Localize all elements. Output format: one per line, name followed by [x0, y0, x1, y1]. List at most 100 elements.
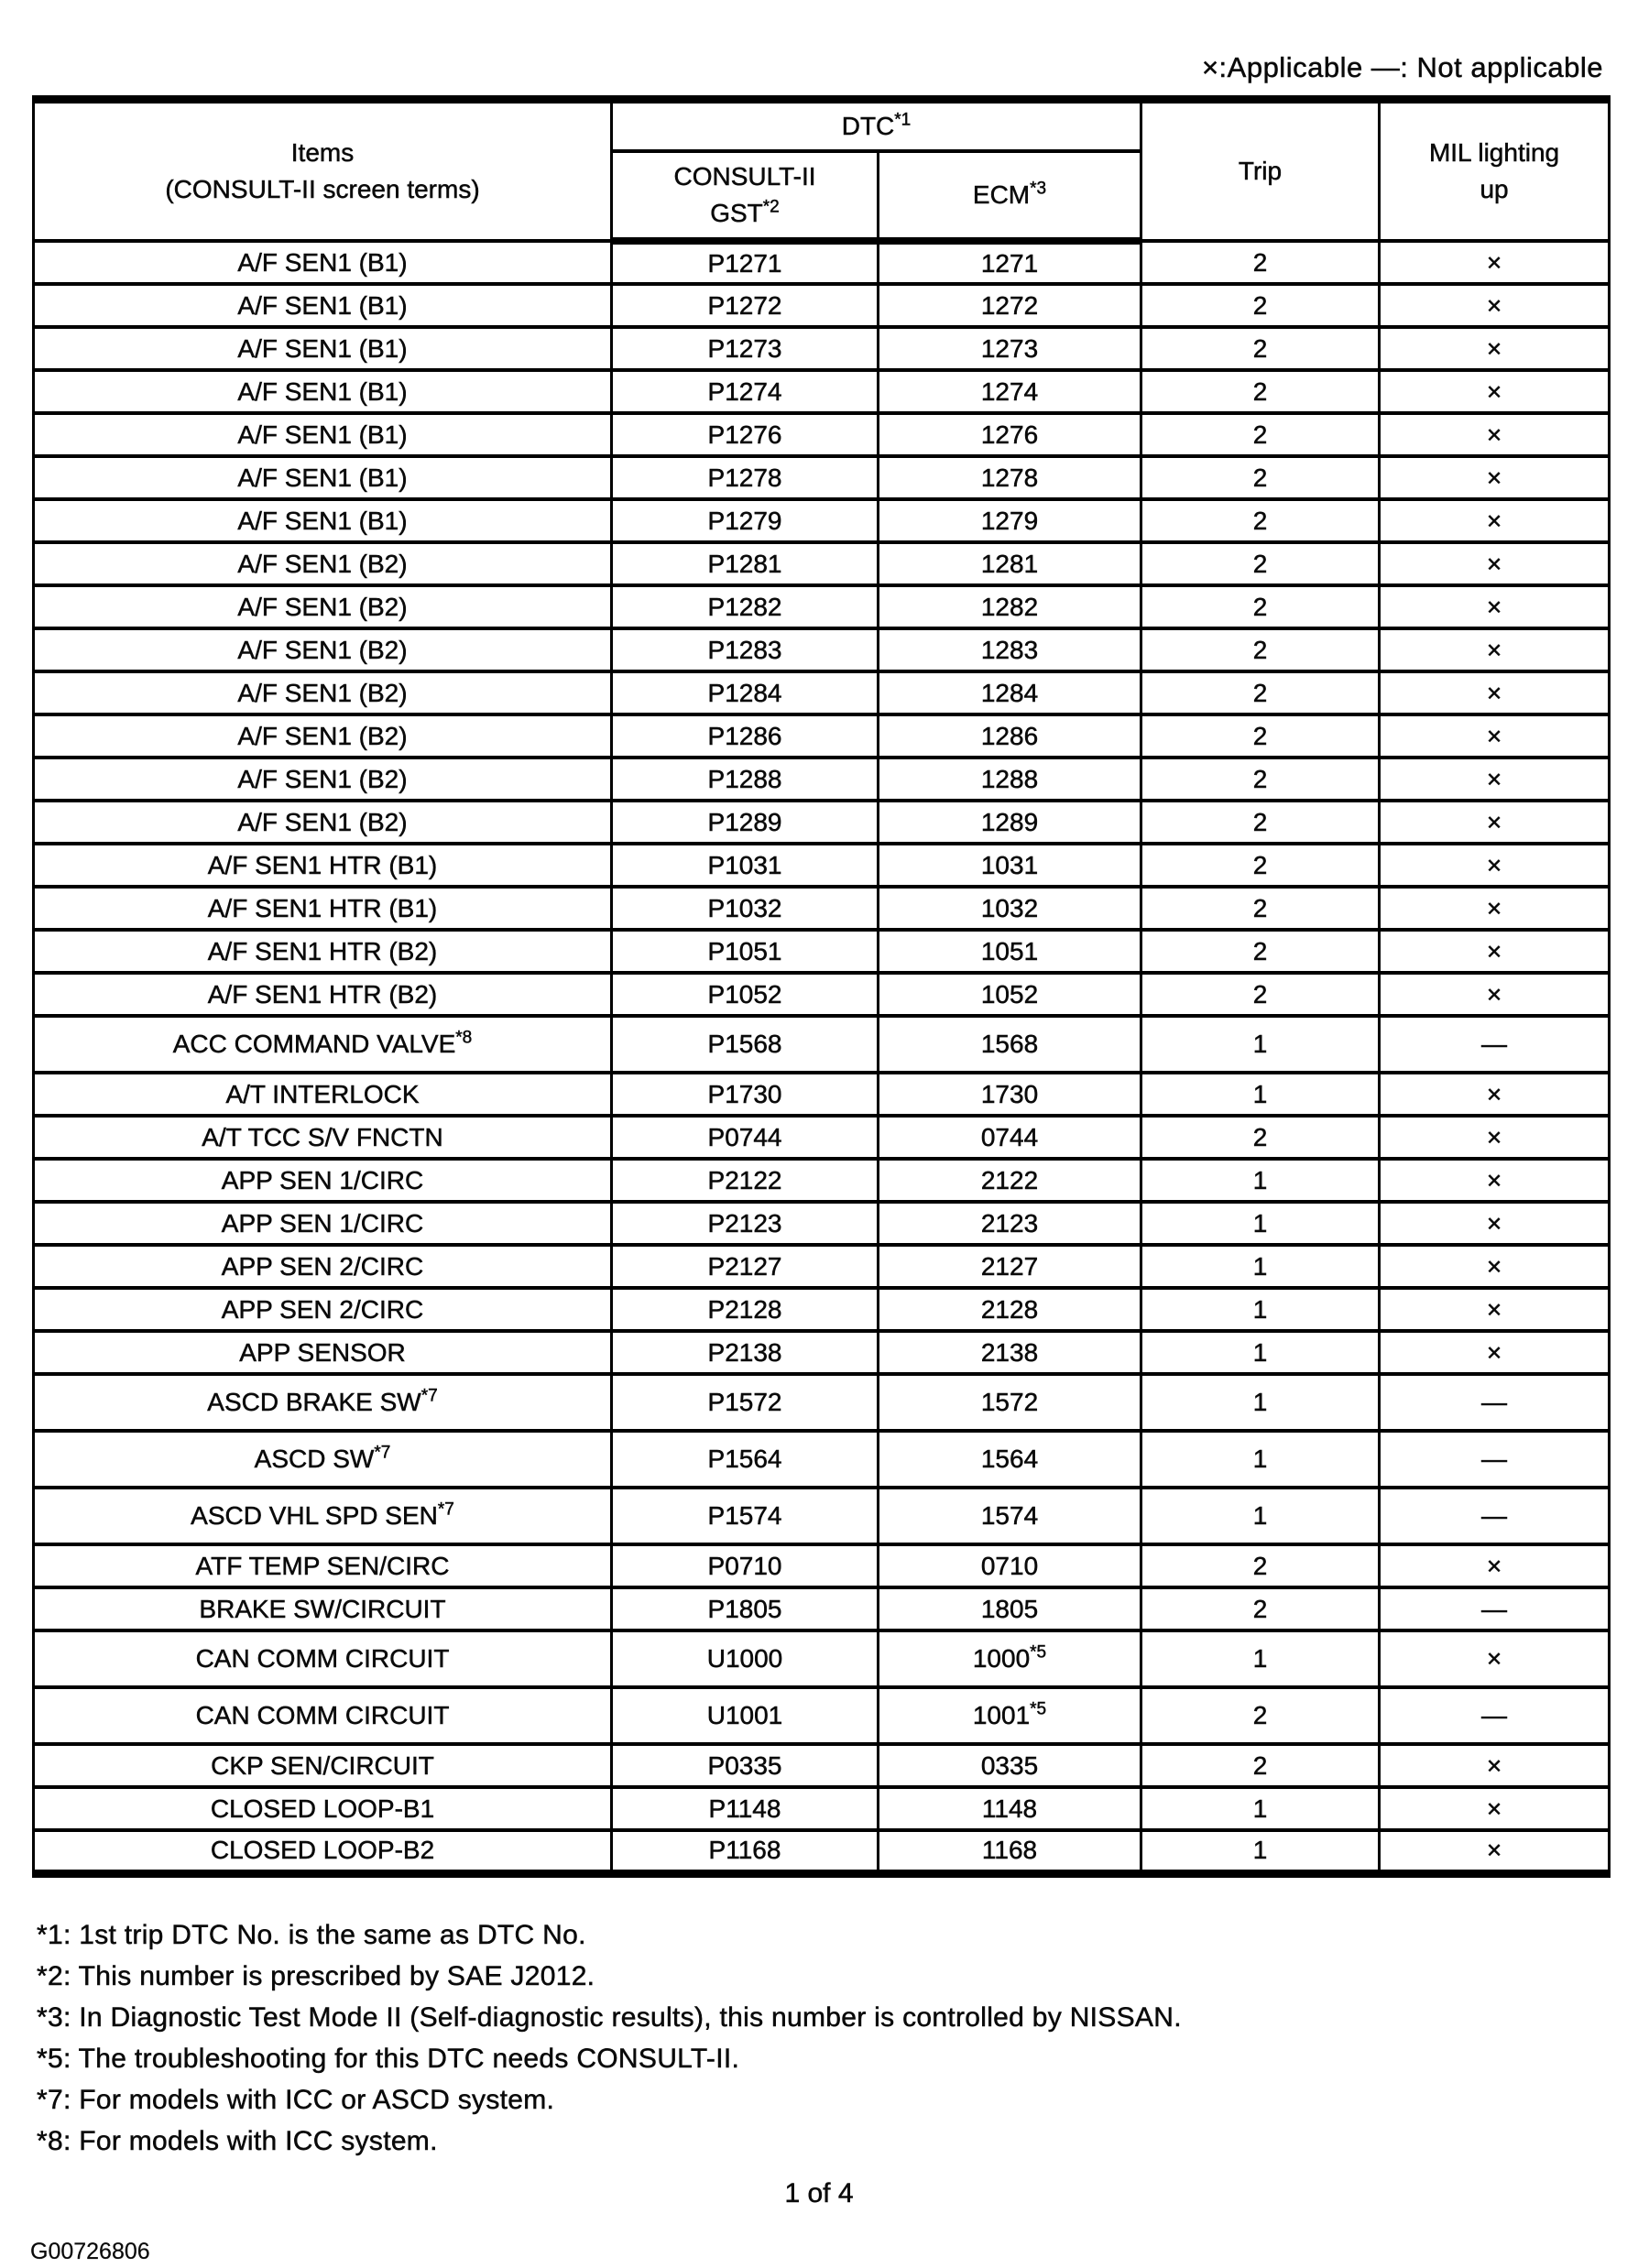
trip-count-cell-label: 1: [1252, 1165, 1268, 1194]
mil-lighting-cell: ×: [1378, 928, 1611, 975]
mil-lighting-cell-label: ×: [1486, 506, 1502, 535]
trip-count-cell: 1: [1140, 1286, 1381, 1333]
trip-count-cell-label: 2: [1252, 247, 1268, 277]
mil-lighting-cell: ×: [1378, 670, 1611, 716]
table-row: A/F SEN1 (B2) P1286 1286 2 ×: [32, 713, 1611, 759]
consult-gst-code-cell: P2138: [610, 1329, 879, 1376]
ecm-code-cell-label: 1283: [980, 635, 1039, 664]
consult-gst-code-cell: U1001: [610, 1685, 879, 1746]
ecm-code-cell: 1574: [876, 1486, 1143, 1546]
item-cell-label: APP SEN 2/CIRC: [221, 1294, 424, 1324]
ecm-code-cell: 1286: [876, 713, 1143, 759]
ecm-code-cell: 1168: [876, 1828, 1143, 1878]
consult-gst-code-cell: P1273: [610, 325, 879, 372]
mil-lighting-cell: ×: [1378, 583, 1611, 630]
footnote-marker: *7: [437, 1499, 455, 1520]
ecm-code-cell: 1281: [876, 540, 1143, 587]
table-row: ASCD SW*7 P1564 1564 1 —: [32, 1429, 1611, 1489]
mil-lighting-cell: ×: [1378, 1329, 1611, 1376]
consult-gst-code-cell-label: P2123: [707, 1208, 782, 1238]
trip-count-cell-label: 2: [1252, 420, 1268, 449]
trip-count-cell: 2: [1140, 799, 1381, 845]
mil-lighting-cell-label: ×: [1486, 1079, 1502, 1108]
consult-gst-code-cell: P1272: [610, 282, 879, 329]
item-cell: A/F SEN1 (B1): [32, 325, 613, 372]
trip-count-cell: 2: [1140, 1114, 1381, 1161]
item-cell-label: A/F SEN1 (B1): [237, 247, 408, 277]
table-row: A/F SEN1 (B1) P1273 1273 2 ×: [32, 325, 1611, 372]
trip-count-cell-label: 1: [1252, 1337, 1268, 1367]
consult-gst-code-cell-label: P0710: [707, 1551, 782, 1580]
item-cell: A/F SEN1 HTR (B2): [32, 971, 613, 1018]
trip-count-cell-label: 2: [1252, 592, 1268, 621]
trip-count-cell: 2: [1140, 540, 1381, 587]
trip-count-cell-label: 2: [1252, 850, 1268, 879]
mil-lighting-cell: ×: [1378, 1785, 1611, 1832]
mil-lighting-cell: ×: [1378, 540, 1611, 587]
ecm-code-cell: 1289: [876, 799, 1143, 845]
item-cell-label: BRAKE SW/CIRCUIT: [199, 1594, 446, 1623]
col-header-mil: MIL lighting up: [1378, 95, 1611, 243]
item-cell: A/F SEN1 (B2): [32, 583, 613, 630]
trip-count-cell: 1: [1140, 1372, 1381, 1433]
ecm-code-cell: 1000*5: [876, 1629, 1143, 1689]
table-row: APP SEN 1/CIRC P2122 2122 1 ×: [32, 1157, 1611, 1204]
item-cell: A/F SEN1 (B1): [32, 411, 613, 458]
ecm-code-cell-label: 1281: [980, 549, 1039, 578]
ecm-code-cell-label: 0710: [980, 1551, 1039, 1580]
trip-count-cell-label: 1: [1252, 1388, 1268, 1417]
trip-count-cell-label: 2: [1252, 721, 1268, 750]
trip-count-cell: 2: [1140, 325, 1381, 372]
ecm-code-cell-label: 1805: [980, 1594, 1039, 1623]
trip-count-cell-label: 1: [1252, 1836, 1268, 1865]
item-cell: CLOSED LOOP-B1: [32, 1785, 613, 1832]
item-cell: ASCD VHL SPD SEN*7: [32, 1486, 613, 1546]
consult-gst-code-cell-label: P1572: [707, 1388, 782, 1417]
consult-gst-code-cell-label: P1283: [707, 635, 782, 664]
consult-gst-code-cell-label: P1271: [707, 248, 782, 278]
trip-count-cell-label: 1: [1252, 1294, 1268, 1324]
item-cell: APP SEN 2/CIRC: [32, 1243, 613, 1290]
consult-gst-code-cell-label: P1568: [707, 1030, 782, 1059]
col-header-trip: Trip: [1140, 95, 1381, 243]
mil-lighting-cell: ×: [1378, 713, 1611, 759]
item-cell: APP SENSOR: [32, 1329, 613, 1376]
item-cell-label: CLOSED LOOP-B2: [210, 1836, 435, 1865]
trip-count-cell-label: 2: [1252, 506, 1268, 535]
mil-lighting-cell-label: ×: [1486, 936, 1502, 965]
trip-count-cell-label: 2: [1252, 1122, 1268, 1151]
item-cell-label: A/T TCC S/V FNCTN: [202, 1122, 443, 1151]
mil-lighting-cell: —: [1378, 1586, 1611, 1632]
consult-gst-code-cell: P1289: [610, 799, 879, 845]
item-cell: CAN COMM CIRCUIT: [32, 1685, 613, 1746]
ecm-code-cell-label: 1271: [980, 248, 1039, 278]
table-row: CKP SEN/CIRCUIT P0335 0335 2 ×: [32, 1742, 1611, 1789]
mil-lighting-cell-label: ×: [1486, 1165, 1502, 1194]
item-cell: ATF TEMP SEN/CIRC: [32, 1543, 613, 1589]
item-cell: A/F SEN1 (B1): [32, 282, 613, 329]
table-row: A/F SEN1 (B2) P1284 1284 2 ×: [32, 670, 1611, 716]
mil-lighting-cell: ×: [1378, 842, 1611, 889]
trip-count-cell-label: 1: [1252, 1251, 1268, 1281]
trip-count-cell: 2: [1140, 627, 1381, 673]
consult-gst-code-cell-label: P1805: [707, 1594, 782, 1623]
trip-count-cell-label: 2: [1252, 678, 1268, 707]
trip-count-cell-label: 1: [1252, 1208, 1268, 1238]
mil-lighting-cell: ×: [1378, 1286, 1611, 1333]
trip-count-cell: 2: [1140, 282, 1381, 329]
footnote-line: *2: This number is prescribed by SAE J20…: [37, 1960, 595, 1991]
mil-lighting-cell-label: ×: [1486, 721, 1502, 750]
mil-lighting-cell: ×: [1378, 1071, 1611, 1118]
table-row: A/F SEN1 (B2) P1282 1282 2 ×: [32, 583, 1611, 630]
item-cell: A/F SEN1 (B2): [32, 627, 613, 673]
ecm-code-cell-label: 1288: [980, 764, 1039, 793]
mil-lighting-cell-label: ×: [1486, 592, 1502, 621]
trip-count-cell: 2: [1140, 411, 1381, 458]
trip-count-cell-label: 2: [1252, 764, 1268, 793]
consult-gst-code-cell-label: P1274: [707, 376, 782, 406]
table-row: ACC COMMAND VALVE*8 P1568 1568 1 —: [32, 1014, 1611, 1074]
item-cell-label: APP SEN 1/CIRC: [221, 1208, 424, 1238]
item-cell-label: ASCD SW: [254, 1445, 375, 1474]
item-cell-label: A/F SEN1 (B2): [237, 592, 408, 621]
table-row: CLOSED LOOP-B1 P1148 1148 1 ×: [32, 1785, 1611, 1832]
